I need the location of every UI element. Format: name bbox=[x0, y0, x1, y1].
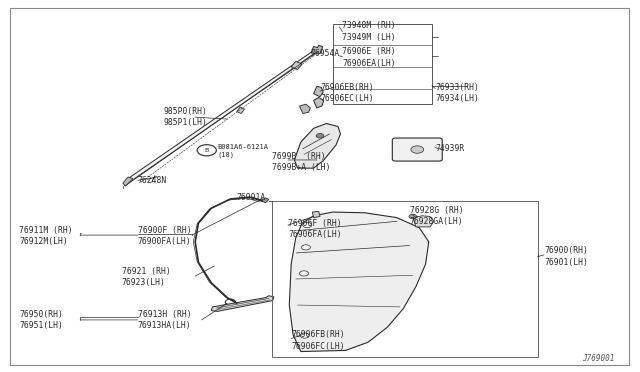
Text: 985P0(RH)
985P1(LH): 985P0(RH) 985P1(LH) bbox=[163, 107, 207, 127]
Text: 76906FB(RH)
76906FC(LH): 76906FB(RH) 76906FC(LH) bbox=[291, 330, 345, 350]
Polygon shape bbox=[314, 86, 323, 97]
Polygon shape bbox=[314, 97, 324, 108]
Text: 76900F (RH)
76900FA(LH): 76900F (RH) 76900FA(LH) bbox=[138, 226, 191, 246]
Text: 76248N: 76248N bbox=[138, 176, 167, 185]
Text: 76950(RH)
76951(LH): 76950(RH) 76951(LH) bbox=[19, 310, 63, 330]
Circle shape bbox=[301, 245, 310, 250]
Polygon shape bbox=[289, 212, 429, 352]
Polygon shape bbox=[294, 124, 340, 168]
Bar bbox=[333, 24, 432, 104]
Text: B: B bbox=[205, 148, 209, 153]
Circle shape bbox=[316, 134, 324, 138]
Text: 76906F (RH)
76906FA(LH): 76906F (RH) 76906FA(LH) bbox=[288, 219, 342, 239]
Text: 73948M (RH)
73949M (LH): 73948M (RH) 73949M (LH) bbox=[342, 22, 396, 42]
Text: 76901A: 76901A bbox=[237, 193, 266, 202]
Circle shape bbox=[197, 145, 216, 156]
Polygon shape bbox=[211, 296, 274, 311]
Polygon shape bbox=[125, 48, 317, 186]
Polygon shape bbox=[237, 107, 244, 113]
Polygon shape bbox=[260, 198, 269, 203]
Circle shape bbox=[303, 222, 312, 228]
Text: 7699B  (RH)
7699B+A (LH): 7699B (RH) 7699B+A (LH) bbox=[272, 152, 330, 172]
Circle shape bbox=[300, 333, 309, 338]
Circle shape bbox=[411, 146, 424, 153]
Text: 76900(RH)
76901(LH): 76900(RH) 76901(LH) bbox=[544, 247, 588, 267]
Bar bbox=[272, 201, 538, 357]
Text: 76954A: 76954A bbox=[310, 49, 340, 58]
Circle shape bbox=[300, 271, 308, 276]
Text: 76906EB(RH)
76906EC(LH): 76906EB(RH) 76906EC(LH) bbox=[320, 83, 374, 103]
Text: 76921 (RH)
76923(LH): 76921 (RH) 76923(LH) bbox=[122, 267, 170, 287]
Text: 76906E (RH)
76906EA(LH): 76906E (RH) 76906EA(LH) bbox=[342, 48, 396, 68]
Text: 76928G (RH)
76928GA(LH): 76928G (RH) 76928GA(LH) bbox=[410, 206, 463, 226]
FancyBboxPatch shape bbox=[392, 138, 442, 161]
Circle shape bbox=[225, 299, 236, 305]
Text: 74939R: 74939R bbox=[435, 144, 465, 153]
Polygon shape bbox=[123, 177, 133, 186]
Polygon shape bbox=[300, 104, 310, 113]
Circle shape bbox=[409, 214, 417, 219]
Text: 76911M (RH)
76912M(LH): 76911M (RH) 76912M(LH) bbox=[19, 226, 73, 246]
Text: B081A6-6121A
(18): B081A6-6121A (18) bbox=[218, 144, 269, 158]
Polygon shape bbox=[312, 211, 320, 218]
Text: 76913H (RH)
76913HA(LH): 76913H (RH) 76913HA(LH) bbox=[138, 310, 191, 330]
Text: J769001: J769001 bbox=[582, 354, 614, 363]
Polygon shape bbox=[291, 61, 302, 70]
Text: 76933(RH)
76934(LH): 76933(RH) 76934(LH) bbox=[435, 83, 479, 103]
Polygon shape bbox=[413, 216, 434, 227]
Polygon shape bbox=[311, 45, 323, 54]
